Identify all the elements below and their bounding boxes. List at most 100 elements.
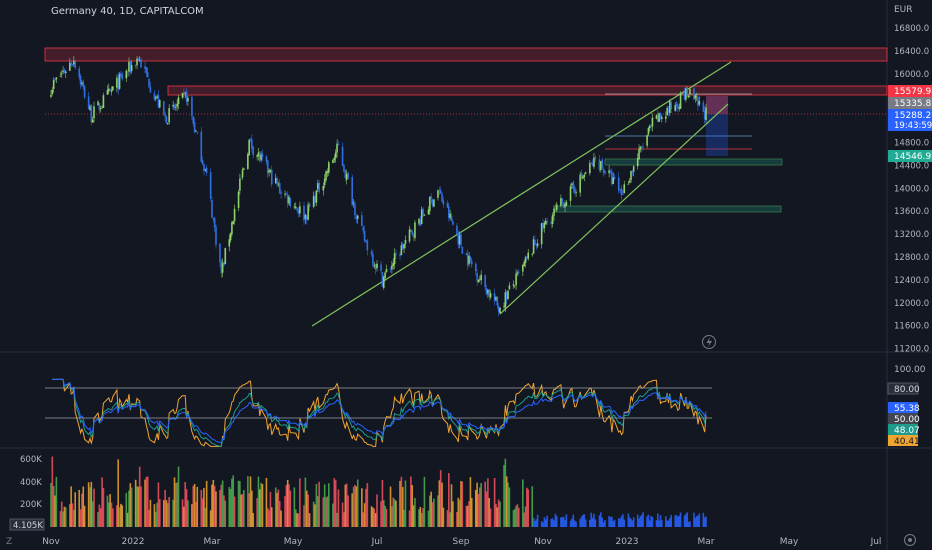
volume-bar [322,497,325,527]
candle [507,290,509,299]
volume-bar [480,483,482,527]
chart-title: Germany 40, 1D, CAPITALCOM [51,6,204,17]
candle [172,104,174,107]
candle [81,82,83,85]
volume-bar [646,516,648,527]
volume-bar [594,519,597,527]
candle [650,125,652,127]
volume-bar [158,499,161,527]
candle [136,58,138,66]
candle [308,203,311,208]
candle [600,161,602,171]
candle [571,183,573,186]
volume-bar [493,478,496,527]
candle [185,91,188,102]
candle [299,206,301,214]
volume-bar [355,486,358,527]
candle [487,289,489,294]
settings-icon[interactable] [904,534,916,546]
volume-bar [352,486,355,527]
candle [470,260,473,265]
lightning-icon[interactable] [702,335,716,349]
countdown-label: 19:43:59 [894,121,932,131]
z-icon[interactable]: Z [6,537,12,547]
volume-bar [389,486,392,527]
candle [702,102,705,112]
position-tool[interactable] [706,96,728,156]
candle [333,157,336,161]
support-zone-lower[interactable] [554,205,782,213]
candle [694,95,697,99]
volume-bar [257,476,260,527]
candle [191,96,193,117]
volume-bar [393,499,396,527]
volume-bar [196,486,199,527]
channel-lower-line[interactable] [499,103,729,315]
candle [423,214,426,216]
candle [305,216,308,221]
resistance-zone[interactable] [167,85,888,96]
volume-bar [51,456,54,527]
osc-tick-100: 100.00 [894,365,926,375]
volume-bar [140,486,142,527]
candle [278,183,281,193]
channel-upper-line[interactable] [311,61,732,327]
candle [363,230,366,241]
candle [249,138,252,140]
candle [269,170,272,173]
candle [493,293,496,302]
volume-bar [695,516,698,527]
candle [196,132,199,134]
volume-bar [667,520,670,527]
volume-bar [689,521,691,527]
volume-bar [536,514,539,527]
candle [221,262,224,273]
volume-bar [117,459,120,527]
candle [535,244,538,246]
candle [442,200,445,205]
price-axis[interactable]: 16800.016400.016000.015600.015200.014800… [894,24,929,355]
candle [268,170,270,173]
volume-bar [404,480,407,527]
candle [134,65,137,66]
candle [70,62,72,66]
volume-bar [251,490,253,527]
candle [193,122,196,132]
volume-bar [229,488,232,527]
candle [50,94,52,97]
volume-bar [580,516,583,527]
candle [138,59,141,61]
volume-bar [365,488,367,527]
candle [449,213,451,219]
volume-bar [647,514,650,527]
volume-bar [187,500,189,527]
candle [296,208,298,211]
time-tick: Jul [870,537,882,547]
volume-bar [565,514,568,527]
resistance-zone-top[interactable] [44,47,888,62]
position-tool-stop[interactable] [706,96,728,114]
volume-bar [168,496,170,527]
zones-layer [44,47,888,213]
support-zone[interactable] [604,158,783,166]
candle [632,166,635,172]
volume-bar [508,487,511,527]
candle [128,61,130,72]
volume-bar [622,514,624,527]
volume-bar [685,513,687,527]
volume-bar [351,493,354,527]
volume-bar [601,517,604,527]
volume-bar [659,515,662,527]
volume-bar [650,516,652,527]
time-axis[interactable]: Nov 2022 Mar May Jul Sep Nov 2023 Mar May Jul [42,537,881,547]
volume-bar [165,500,168,527]
volume-bar [136,486,138,527]
price-tick: 11600.0 [894,322,929,332]
candle [392,263,395,266]
candle [90,104,93,123]
candle [248,139,250,156]
volume-bar [185,489,188,527]
volume-bar [600,512,602,527]
candle [532,239,535,254]
candle [655,115,658,119]
